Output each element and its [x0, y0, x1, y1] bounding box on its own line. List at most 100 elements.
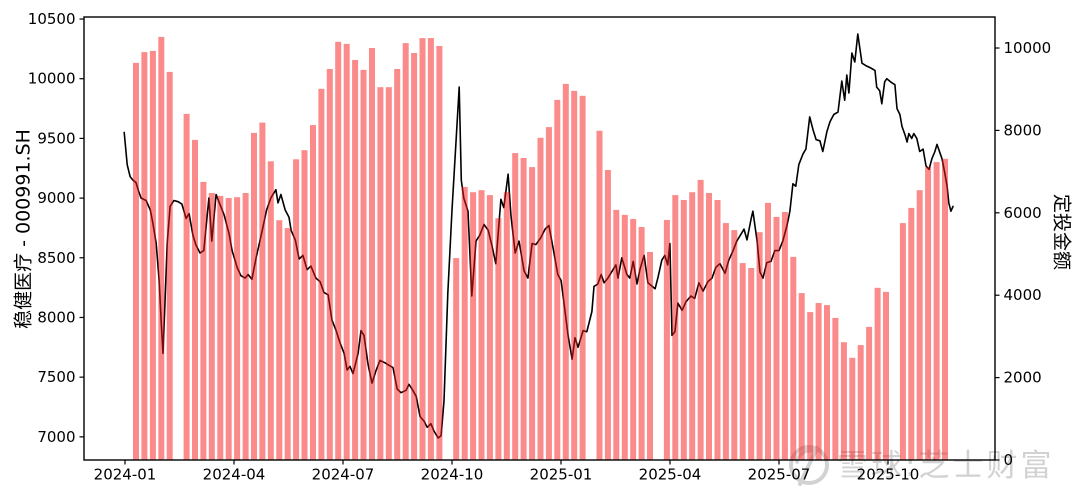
- bar: [394, 69, 401, 460]
- bar: [335, 41, 342, 461]
- x-tick-label: 2025-07: [748, 466, 811, 484]
- bar: [663, 220, 670, 460]
- bar: [621, 214, 628, 460]
- left-y-tick-label: 8000: [37, 308, 75, 326]
- x-tick-label: 2025-04: [639, 466, 702, 484]
- bar: [874, 287, 881, 460]
- bar: [326, 69, 333, 460]
- bar: [680, 200, 687, 460]
- bar: [773, 216, 780, 460]
- bar: [133, 62, 139, 461]
- bar: [613, 209, 620, 460]
- bar: [554, 99, 561, 461]
- bar: [512, 153, 519, 460]
- x-tick-label: 2024-01: [94, 466, 157, 484]
- bar: [545, 127, 552, 460]
- bar: [461, 186, 468, 460]
- bar: [427, 38, 434, 460]
- bar: [149, 50, 156, 461]
- bar: [815, 303, 822, 460]
- bar: [183, 113, 190, 461]
- bar: [242, 193, 249, 460]
- bar: [318, 88, 325, 461]
- bar: [301, 150, 308, 460]
- bar: [916, 190, 923, 460]
- bar: [293, 159, 300, 461]
- bar: [436, 46, 443, 460]
- right-y-tick-label: 4000: [1004, 286, 1042, 304]
- bar: [604, 170, 611, 460]
- bar: [225, 198, 232, 460]
- bar: [798, 293, 805, 460]
- left-y-tick-label: 7500: [37, 368, 75, 386]
- bar: [486, 195, 493, 460]
- bar: [562, 83, 569, 461]
- left-axis-title: 稳健医疗 - 000991.SH: [12, 129, 35, 329]
- bar: [259, 122, 266, 460]
- x-tick-label: 2025-01: [530, 466, 593, 484]
- bar: [377, 87, 384, 460]
- x-tick-label: 2024-07: [312, 466, 375, 484]
- right-y-tick-label: 10000: [1004, 39, 1052, 57]
- bar: [352, 60, 359, 460]
- right-y-tick-label: 2000: [1004, 369, 1042, 387]
- bar: [478, 190, 485, 460]
- bar: [385, 87, 392, 460]
- bar: [411, 53, 418, 460]
- bar: [849, 357, 856, 460]
- bar: [697, 179, 704, 460]
- bar: [503, 192, 510, 460]
- bar: [596, 130, 603, 461]
- bar: [158, 36, 165, 461]
- bar: [672, 195, 679, 460]
- bar: [284, 228, 291, 460]
- bar: [638, 227, 645, 460]
- bar: [739, 263, 746, 460]
- bar: [310, 125, 316, 460]
- bar: [899, 223, 906, 460]
- bar: [571, 90, 578, 461]
- bar: [765, 202, 771, 460]
- right-y-tick-label: 8000: [1004, 121, 1042, 139]
- bar: [748, 268, 755, 460]
- bar: [453, 258, 460, 460]
- bar: [722, 223, 729, 460]
- bar: [200, 181, 207, 460]
- bar: [647, 252, 653, 460]
- bar: [369, 48, 375, 460]
- bar: [706, 193, 712, 460]
- bar: [267, 161, 274, 461]
- bar: [251, 132, 257, 460]
- bar: [343, 43, 350, 461]
- bar: [840, 342, 847, 460]
- bar: [731, 230, 738, 460]
- bar: [520, 158, 527, 460]
- right-y-tick-label: 6000: [1004, 204, 1042, 222]
- bar: [942, 158, 948, 461]
- x-tick-label: 2024-10: [421, 466, 484, 484]
- bar: [579, 95, 586, 461]
- bar: [925, 167, 932, 460]
- bar: [208, 193, 215, 460]
- bar: [714, 200, 721, 460]
- bar: [933, 162, 940, 460]
- left-y-tick-label: 10000: [28, 70, 76, 88]
- bar: [832, 317, 839, 460]
- bar: [166, 71, 173, 461]
- bar: [790, 256, 797, 460]
- bar: [781, 212, 788, 460]
- left-y-tick-label: 8500: [37, 249, 75, 267]
- bar: [234, 197, 241, 460]
- x-tick-label: 2024-04: [203, 466, 266, 484]
- bar: [402, 43, 409, 460]
- bar: [689, 192, 696, 460]
- right-y-tick-label: 0: [1004, 451, 1014, 469]
- left-y-tick-label: 9000: [37, 189, 75, 207]
- bar: [495, 218, 502, 460]
- bar: [857, 345, 864, 460]
- plot-border: [83, 16, 996, 461]
- bar: [360, 69, 367, 461]
- bar: [529, 167, 536, 460]
